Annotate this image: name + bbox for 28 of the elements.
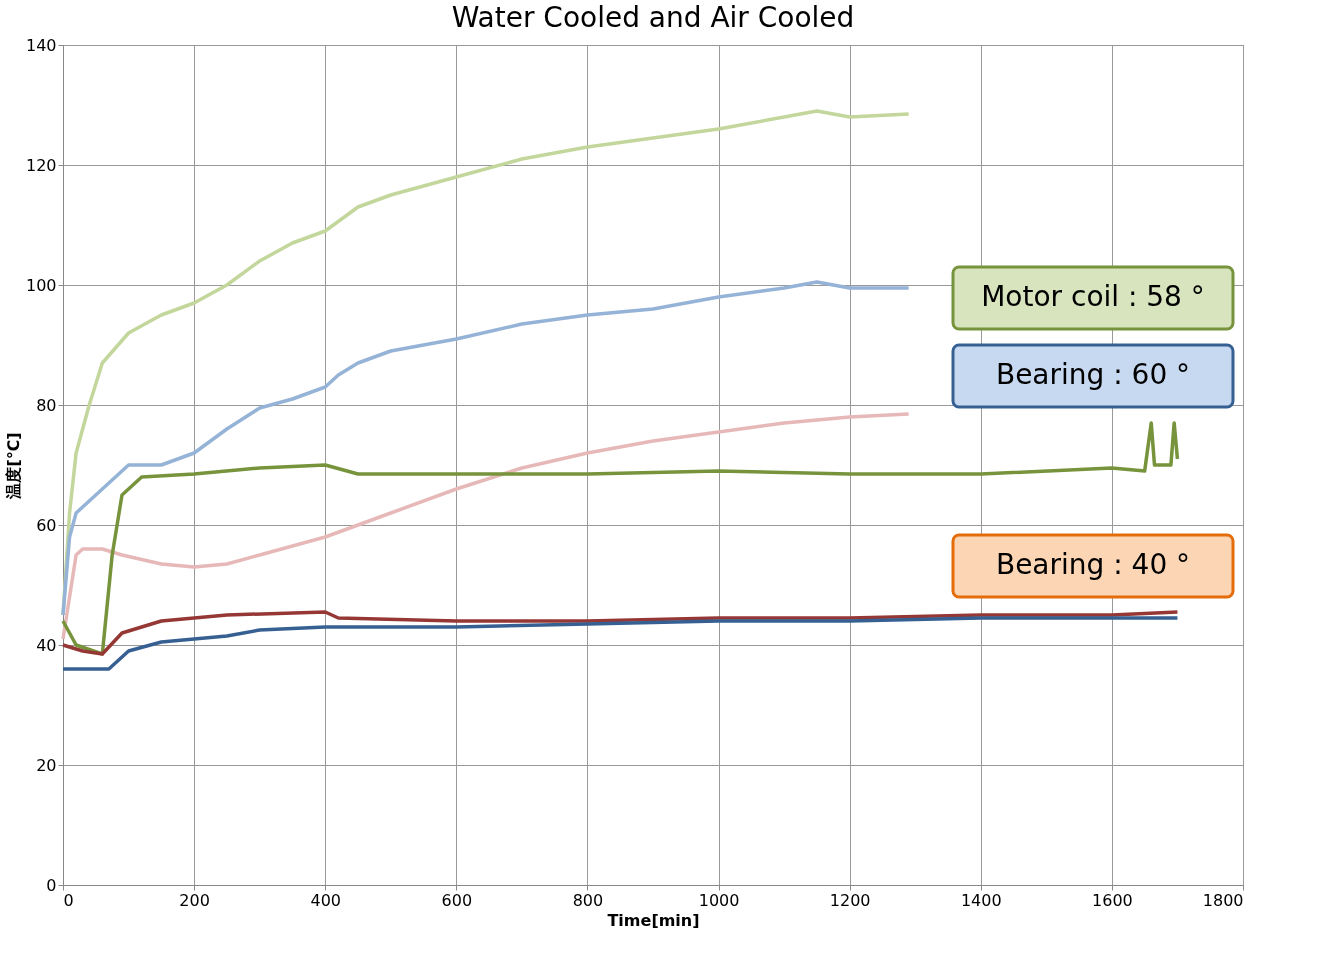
x-tick-label: 1400	[960, 890, 1002, 910]
annotation: Bearing : 60 °	[995, 358, 1191, 391]
y-tick-label: 60	[36, 515, 57, 535]
y-tick-label: 0	[46, 875, 57, 895]
x-tick-label: 400	[310, 890, 341, 910]
annotation: Bearing : 40 °	[995, 548, 1191, 581]
y-axis-title: 温度[℃]	[3, 432, 23, 500]
line-series	[61, 616, 1180, 671]
y-tick-label: 120	[25, 155, 57, 175]
line-series	[61, 610, 1180, 656]
y-tick-label: 140	[25, 35, 57, 55]
y-tick-label: 100	[25, 275, 57, 295]
y-tick-label: 20	[36, 755, 57, 775]
x-tick-label: 1800	[1202, 890, 1244, 910]
x-tick-label: 200	[179, 890, 210, 910]
line-series	[61, 412, 911, 641]
x-tick-label: 1600	[1092, 890, 1133, 910]
y-tick-label: 80	[36, 395, 57, 415]
x-tick-label: 1200	[829, 890, 871, 910]
annotation: Motor coil : 58 °	[981, 280, 1205, 313]
x-tick-label: 800	[572, 890, 604, 910]
y-tick-label: 40	[36, 635, 57, 655]
x-tick-label: 0	[63, 890, 74, 910]
line-series	[61, 280, 911, 617]
x-axis-title: Time[min]	[607, 910, 700, 930]
x-tick-label: 1000	[698, 890, 740, 910]
x-tick-label: 600	[441, 890, 473, 910]
chart-title: Water Cooled and Air Cooled	[451, 1, 855, 34]
